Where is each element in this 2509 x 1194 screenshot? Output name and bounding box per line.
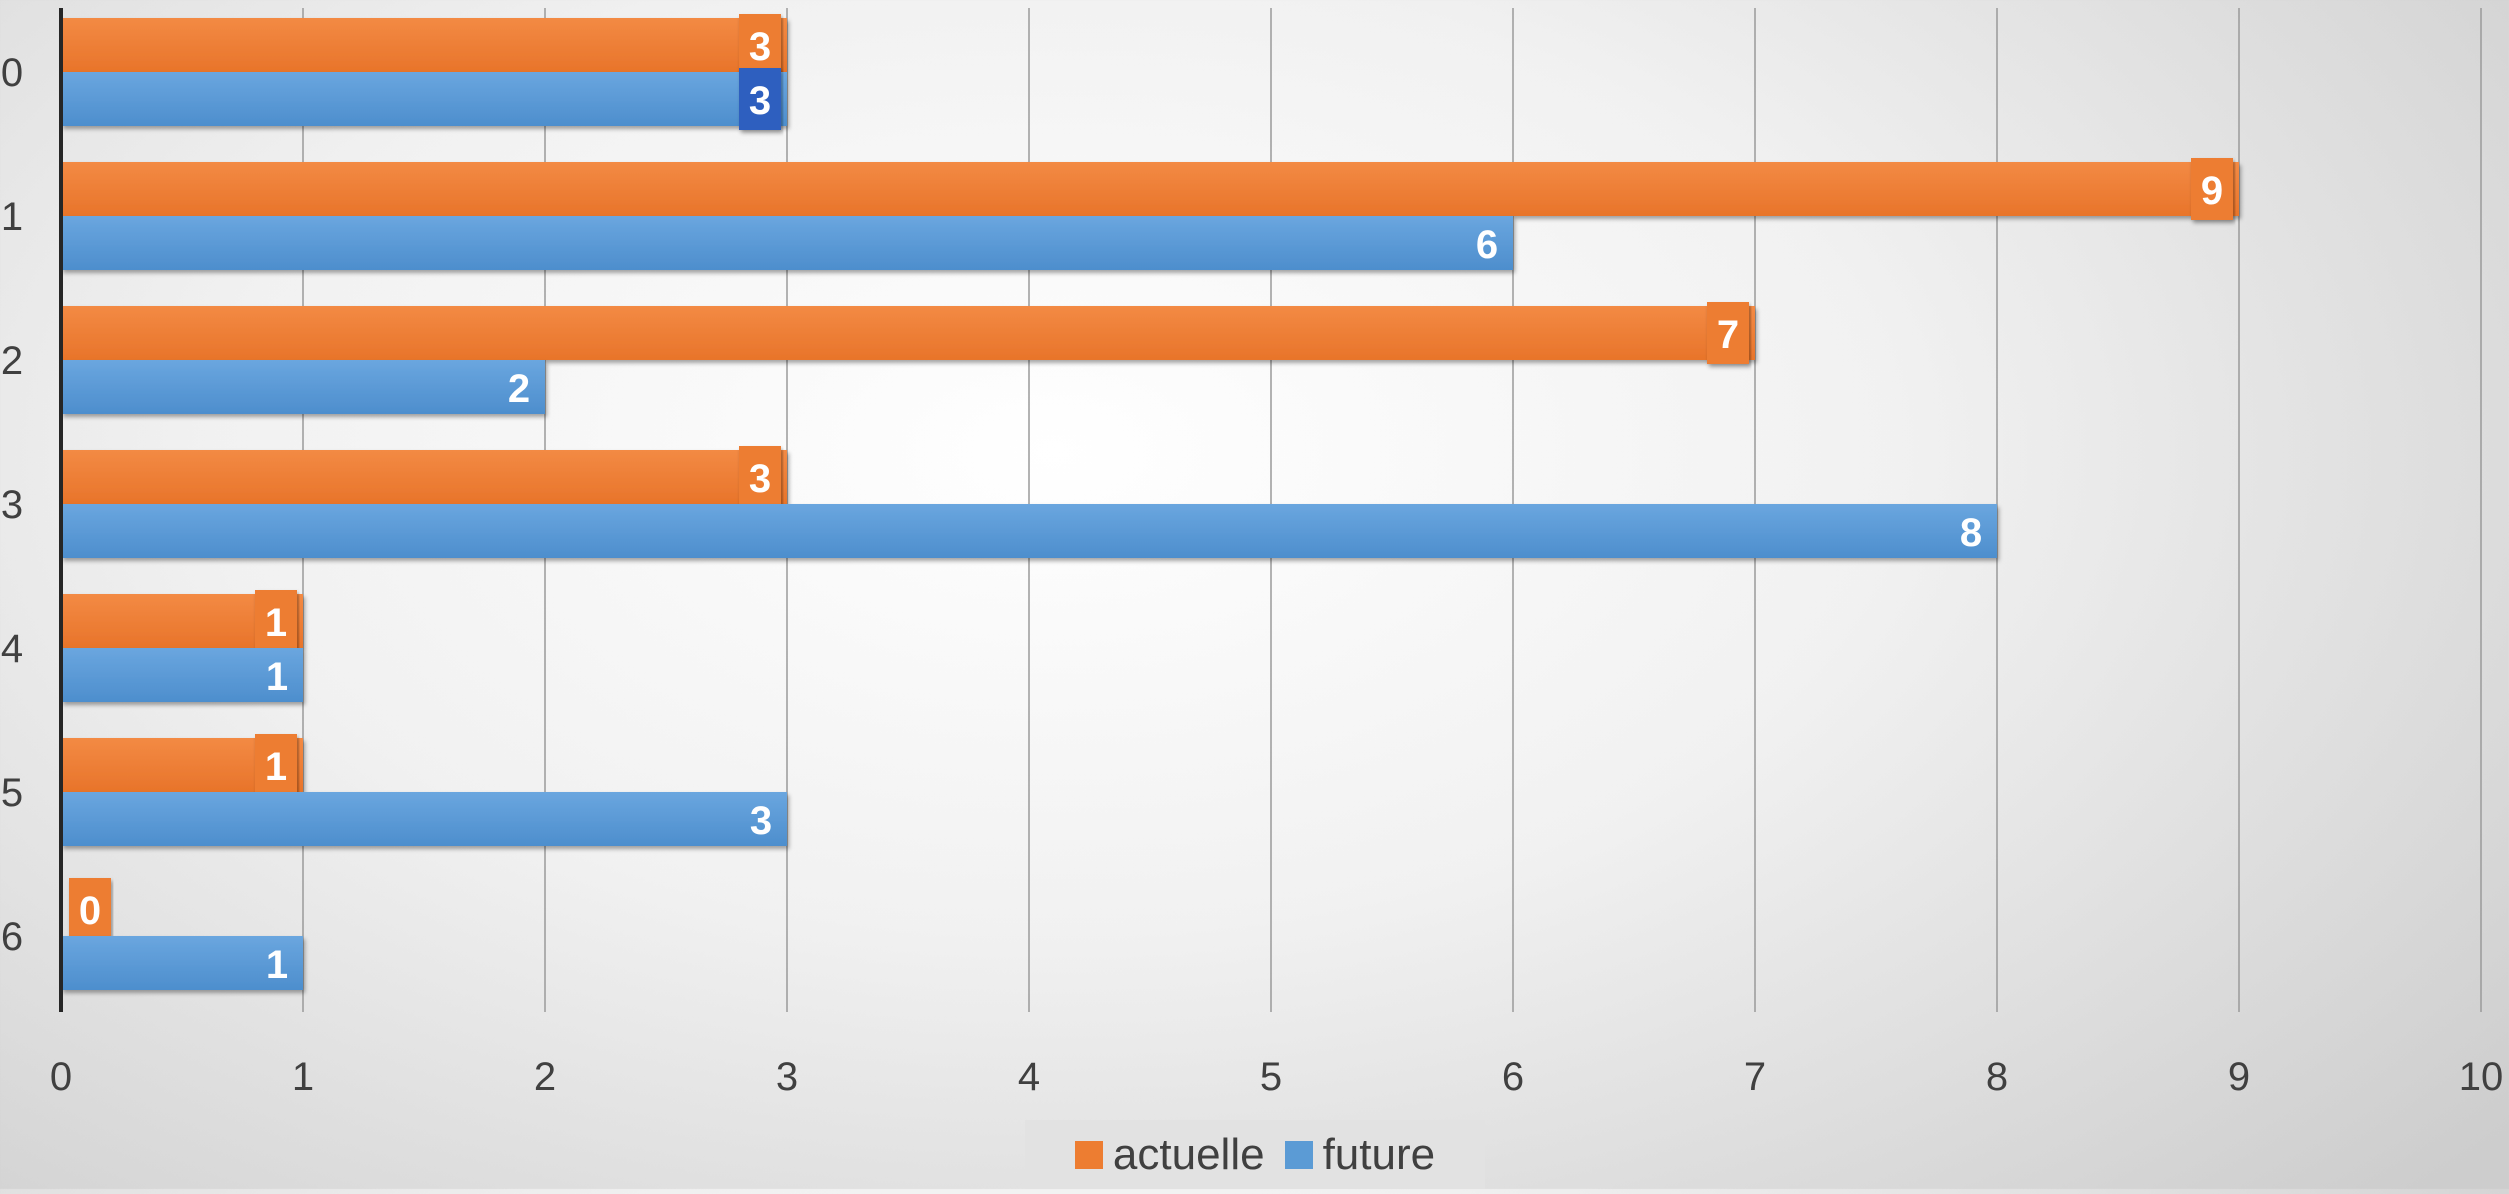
legend-item-actuelle: actuelle <box>1074 1129 1265 1180</box>
data-label-future-3: 8 <box>1960 511 1982 555</box>
bar-actuelle-1 <box>61 162 2239 216</box>
data-label-box-actuelle-0 <box>739 14 781 76</box>
y-tick-label-6: 6 <box>1 915 23 959</box>
data-label-actuelle-4: 1 <box>265 601 287 645</box>
bar-future-2 <box>61 360 545 414</box>
bar-future-4 <box>61 648 303 702</box>
y-tick-label-1: 1 <box>1 195 23 239</box>
bar-future-6 <box>61 936 303 990</box>
legend-label-future: future <box>1322 1129 1436 1179</box>
x-tick-label-9: 9 <box>2228 1055 2250 1099</box>
bar-actuelle-0 <box>61 18 787 72</box>
data-label-box-actuelle-3 <box>739 446 781 508</box>
data-label-box-actuelle-6 <box>69 878 111 940</box>
chart-legend: actuelle future <box>1025 1120 1485 1189</box>
legend-swatch-actuelle <box>1074 1140 1103 1169</box>
x-tick-label-10: 10 <box>2459 1055 2504 1099</box>
data-label-actuelle-3: 3 <box>749 457 771 501</box>
x-tick-label-3: 3 <box>776 1055 798 1099</box>
x-tick-label-0: 0 <box>50 1055 72 1099</box>
data-label-actuelle-5: 1 <box>265 745 287 789</box>
data-label-future-0: 3 <box>749 79 771 123</box>
x-tick-label-8: 8 <box>1986 1055 2008 1099</box>
data-label-box-actuelle-2 <box>1707 302 1749 364</box>
bar-actuelle-2 <box>61 306 1755 360</box>
y-tick-label-3: 3 <box>1 483 23 527</box>
data-label-box-actuelle-5 <box>255 734 297 796</box>
bar-future-5 <box>61 792 787 846</box>
data-label-future-6: 1 <box>266 943 288 987</box>
x-tick-label-4: 4 <box>1018 1055 1040 1099</box>
legend-swatch-future <box>1284 1140 1313 1169</box>
x-tick-label-5: 5 <box>1260 1055 1282 1099</box>
bar-actuelle-3 <box>61 450 787 504</box>
y-tick-label-5: 5 <box>1 771 23 815</box>
data-label-actuelle-2: 7 <box>1717 313 1739 357</box>
legend-item-future: future <box>1284 1129 1436 1180</box>
data-label-future-2: 2 <box>508 367 530 411</box>
data-label-future-4: 1 <box>266 655 288 699</box>
x-tick-label-1: 1 <box>292 1055 314 1099</box>
legend-label-actuelle: actuelle <box>1112 1129 1265 1179</box>
y-tick-label-4: 4 <box>1 627 23 671</box>
y-tick-label-2: 2 <box>1 339 23 383</box>
data-label-future-1: 6 <box>1476 223 1498 267</box>
x-tick-label-6: 6 <box>1502 1055 1524 1099</box>
bar-future-1 <box>61 216 1513 270</box>
data-label-future-5: 3 <box>750 799 772 843</box>
data-label-box-future-0 <box>739 68 781 130</box>
data-label-actuelle-6: 0 <box>79 889 101 933</box>
data-label-actuelle-1: 9 <box>2201 169 2223 213</box>
x-tick-label-2: 2 <box>534 1055 556 1099</box>
data-label-actuelle-0: 3 <box>749 25 771 69</box>
bar-future-0 <box>61 72 787 126</box>
data-label-box-actuelle-1 <box>2191 158 2233 220</box>
data-label-box-actuelle-4 <box>255 590 297 652</box>
y-tick-label-0: 0 <box>1 51 23 95</box>
bar-future-3 <box>61 504 1997 558</box>
x-tick-label-7: 7 <box>1744 1055 1766 1099</box>
